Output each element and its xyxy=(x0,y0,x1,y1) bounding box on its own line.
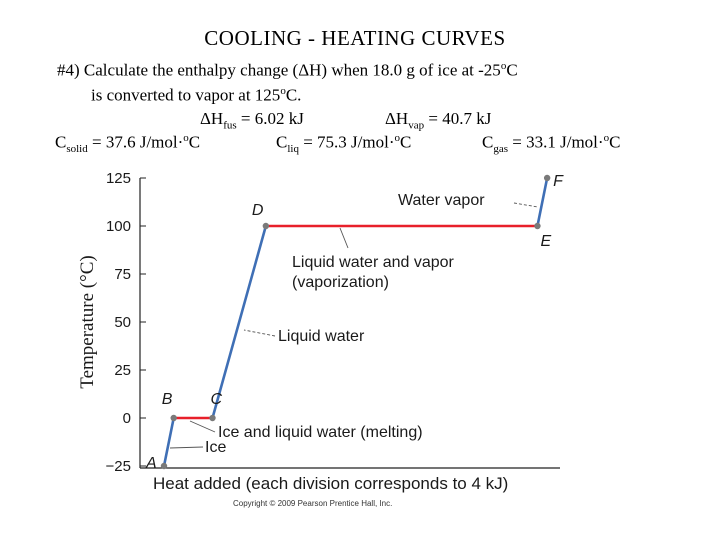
dh-vap: ΔHvap = 40.7 kJ xyxy=(385,109,492,132)
annot-water-vapor: Water vapor xyxy=(398,192,485,209)
copyright: Copyright © 2009 Pearson Prentice Hall, … xyxy=(233,499,392,508)
point-E xyxy=(534,222,541,230)
c-solid: Csolid = 37.6 J/mol·oC xyxy=(55,132,201,156)
point-F xyxy=(543,174,551,182)
y-tick-label: 25 xyxy=(114,362,131,379)
annot-liquid-water: Liquid water xyxy=(278,328,365,345)
y-tick-label: 0 xyxy=(123,410,131,427)
c-liq: Cliq = 75.3 J/mol·oC xyxy=(276,132,412,156)
curve-segments xyxy=(162,176,549,468)
point-label-E: E xyxy=(540,233,551,250)
point-label-F: F xyxy=(553,173,564,190)
annot-liquid-vapor-2: (vaporization) xyxy=(292,274,389,291)
point-labels: A B C D E F xyxy=(145,173,564,472)
point-label-A: A xyxy=(145,455,157,472)
point-D xyxy=(262,222,270,230)
y-axis-title: Temperature (°C) xyxy=(77,255,98,388)
c-gas: Cgas = 33.1 J/mol·oC xyxy=(482,132,621,156)
point-B xyxy=(170,414,177,422)
point-A xyxy=(160,462,168,470)
segment-CD xyxy=(211,224,268,420)
y-tick-label: 125 xyxy=(106,170,131,187)
problem-line-1: #4) Calculate the enthalpy change (ΔH) w… xyxy=(57,60,518,80)
point-label-D: D xyxy=(252,202,264,219)
point-label-B: B xyxy=(162,391,173,408)
problem-line-2: is converted to vapor at 125oC. xyxy=(91,85,302,105)
annot-melting: Ice and liquid water (melting) xyxy=(218,424,423,441)
dh-fus: ΔHfus = 6.02 kJ xyxy=(200,109,304,132)
leader-ice xyxy=(169,446,204,449)
annot-ice: Ice xyxy=(205,439,226,456)
point-label-C: C xyxy=(211,391,223,408)
point-C xyxy=(209,414,216,422)
y-tick-label: 75 xyxy=(114,266,131,283)
y-tick-label: 100 xyxy=(106,218,131,235)
x-axis-title: Heat added (each division corresponds to… xyxy=(153,474,508,493)
segment-AB xyxy=(162,416,175,468)
segment-EF xyxy=(536,176,549,228)
leader-vaporization xyxy=(339,227,349,249)
page-title: COOLING - HEATING CURVES xyxy=(204,26,506,50)
y-tick-label: −25 xyxy=(106,458,131,475)
leader-melting xyxy=(189,420,216,433)
annot-liquid-vapor-1: Liquid water and vapor xyxy=(292,254,455,271)
y-tick-label: 50 xyxy=(114,314,131,331)
leader-water-vapor xyxy=(513,202,539,208)
leader-liquid-water xyxy=(243,329,276,337)
y-ticks: −25 0 25 50 75 100 125 xyxy=(106,170,146,475)
